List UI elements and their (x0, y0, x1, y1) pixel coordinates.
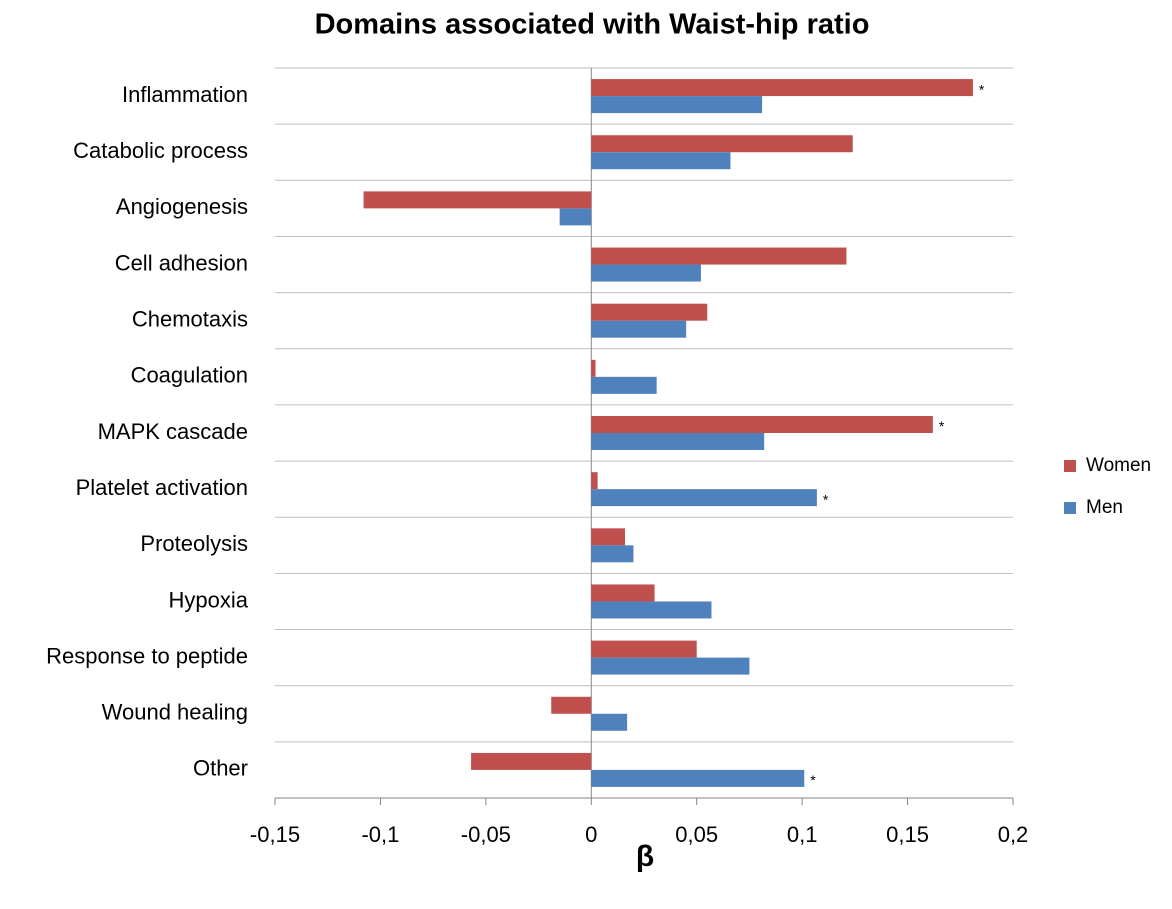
bar (591, 79, 973, 97)
legend-swatch (1064, 460, 1076, 472)
bar (591, 135, 853, 153)
bar (591, 528, 626, 546)
bar (591, 376, 657, 394)
y-tick-label: Other (193, 756, 248, 781)
bar (591, 640, 697, 658)
annotation: * (810, 772, 816, 788)
x-tick-label: 0,15 (886, 822, 929, 847)
chart-title: Domains associated with Waist-hip ratio (315, 9, 870, 41)
annotation: * (823, 491, 829, 507)
x-tick-label: -0,15 (250, 822, 300, 847)
x-tick-label: -0,05 (461, 822, 511, 847)
bar (591, 657, 750, 675)
y-tick-label: Wound healing (102, 700, 248, 725)
y-tick-label: Coagulation (131, 363, 248, 388)
legend-label: Women (1086, 455, 1151, 476)
x-tick-label: 0,2 (998, 822, 1029, 847)
bar (591, 489, 817, 507)
bar (591, 303, 708, 321)
y-tick-label: Inflammation (122, 82, 248, 107)
bar (591, 96, 763, 114)
bar (591, 264, 701, 282)
y-tick-label: Response to peptide (46, 643, 248, 668)
legend-label: Men (1086, 497, 1123, 518)
y-tick-label: Cell adhesion (115, 250, 248, 275)
bar (591, 433, 765, 450)
x-axis-label: β (636, 840, 654, 873)
bar (591, 769, 805, 787)
bar (591, 320, 687, 338)
y-tick-label: Angiogenesis (116, 194, 248, 219)
x-tick-label: 0,1 (787, 822, 818, 847)
annotation: * (939, 418, 945, 434)
x-tick-label: 0,05 (675, 822, 718, 847)
bar (559, 208, 592, 226)
legend-swatch (1064, 502, 1076, 514)
bar (591, 601, 712, 619)
y-tick-label: Catabolic process (73, 138, 248, 163)
bar (591, 713, 628, 731)
bar (591, 152, 731, 170)
bar (591, 584, 655, 602)
bar (551, 696, 592, 714)
x-tick-label: 0 (585, 822, 597, 847)
bar (363, 191, 592, 209)
bar (471, 752, 592, 770)
y-tick-label: Platelet activation (76, 475, 248, 500)
bar (591, 247, 847, 265)
bar (591, 472, 598, 490)
bar (591, 545, 634, 563)
y-tick-label: Proteolysis (140, 531, 248, 556)
bar (591, 416, 933, 433)
bar (591, 359, 596, 377)
y-tick-label: MAPK cascade (98, 419, 248, 444)
y-tick-label: Chemotaxis (132, 307, 248, 332)
annotation: * (979, 81, 985, 97)
x-tick-label: -0,1 (361, 822, 399, 847)
y-tick-label: Hypoxia (169, 587, 249, 612)
